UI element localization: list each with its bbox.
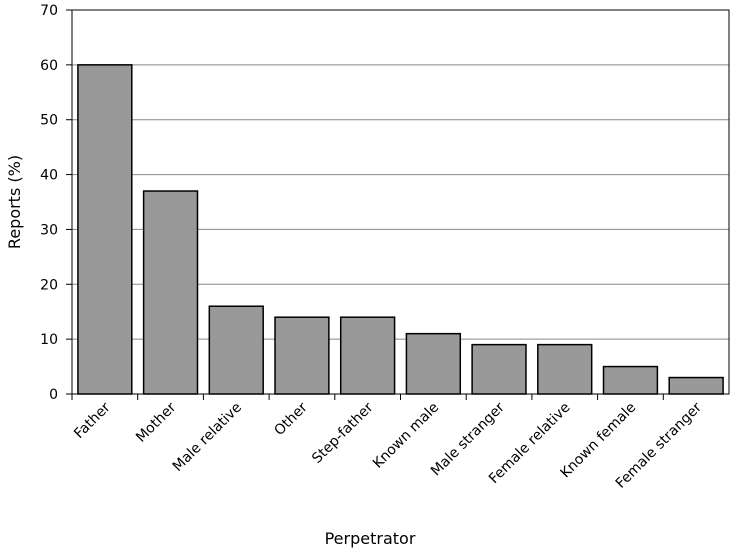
y-tick-label: 0 [49,387,58,403]
x-axis-label: Perpetrator [325,529,416,548]
x-tick-label: Male relative [170,400,245,475]
bar [339,316,396,395]
y-tick-label: 30 [40,222,58,238]
bar [405,332,462,395]
x-tick-label: Other [271,399,311,439]
bar [142,190,199,395]
x-tick-label: Father [71,399,114,442]
x-tick-label: Mother [133,399,179,445]
y-axis-label: Reports (%) [5,155,24,249]
bar [602,365,659,395]
bar [471,343,527,395]
y-tick-label: 70 [40,3,58,19]
bar [77,64,133,395]
y-tick-label: 10 [40,332,58,348]
y-tick-label: 20 [40,277,58,293]
x-tick-label: Step-father [309,399,376,466]
y-tick-label: 60 [40,58,58,74]
y-tick-label: 40 [40,168,58,184]
bar [274,316,330,395]
bar [208,305,264,395]
y-tick-label: 50 [40,113,58,129]
bar [537,343,593,395]
bar [668,376,724,395]
x-tick-label: Known male [370,400,442,472]
